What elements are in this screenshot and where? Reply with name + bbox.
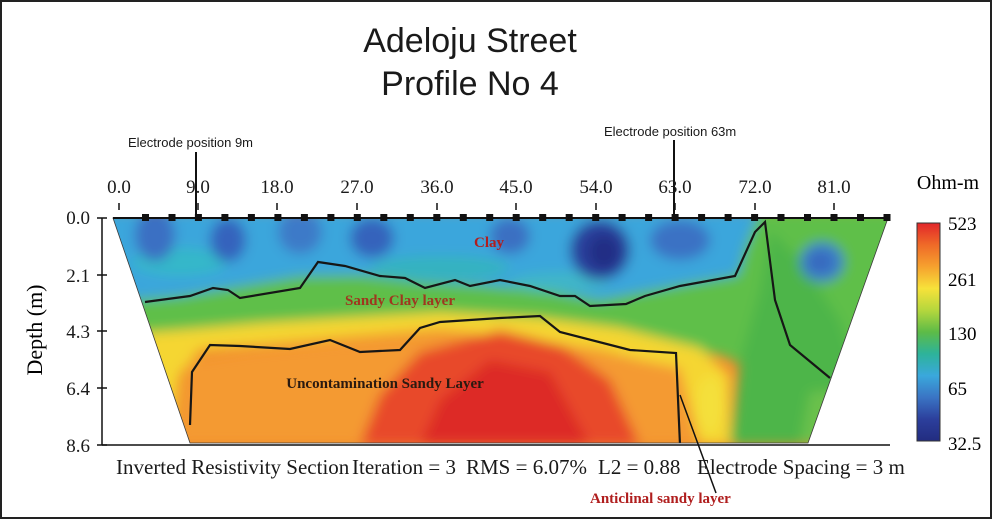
footer-iteration: Iteration = 3 bbox=[352, 455, 456, 479]
electrode-marker bbox=[883, 214, 891, 221]
electrode-marker bbox=[247, 214, 255, 221]
electrode-marker bbox=[592, 214, 600, 221]
x-tick-label: 0.0 bbox=[107, 177, 131, 198]
y-axis-tick-labels: 0.0 2.1 4.3 6.4 8.6 bbox=[66, 208, 90, 457]
footer-electrode-spacing: Electrode Spacing = 3 m bbox=[697, 455, 905, 479]
annotation-sandy-layer: Uncontamination Sandy Layer bbox=[286, 376, 484, 392]
electrode-marker bbox=[353, 214, 361, 221]
x-tick-label: 63.0 bbox=[658, 177, 691, 198]
footer-l2: L2 = 0.88 bbox=[598, 455, 680, 479]
x-tick-label: 54.0 bbox=[579, 177, 612, 198]
electrode-marker bbox=[168, 214, 176, 221]
electrode-marker-63m: Electrode position 63m bbox=[604, 124, 736, 228]
chart-title-line-1: Adeloju Street bbox=[363, 22, 577, 60]
electrode-row bbox=[142, 214, 891, 221]
y-tick-label: 8.6 bbox=[66, 436, 90, 457]
annotation-anticlinal: Anticlinal sandy layer bbox=[590, 491, 731, 507]
x-tick-label: 36.0 bbox=[420, 177, 453, 198]
electrode-marker bbox=[327, 214, 335, 221]
electrode-marker bbox=[142, 214, 149, 221]
colorbar-tick-label: 523 bbox=[948, 214, 977, 235]
colorbar-title: Ohm-m bbox=[917, 172, 980, 194]
colorbar-tick-label: 32.5 bbox=[948, 434, 981, 455]
electrode-marker bbox=[433, 214, 441, 221]
annotation-clay: Clay bbox=[474, 235, 505, 251]
x-tick-label: 9.0 bbox=[186, 177, 210, 198]
colorbar-tick-label: 130 bbox=[948, 324, 977, 345]
electrode-marker bbox=[857, 214, 864, 221]
electrode-marker bbox=[194, 214, 202, 221]
electrode-marker bbox=[300, 214, 308, 221]
annotation-pointer bbox=[679, 394, 717, 494]
y-axis-label: Depth (m) bbox=[22, 284, 47, 375]
y-tick-label: 4.3 bbox=[66, 322, 90, 343]
electrode-marker bbox=[645, 214, 653, 221]
plot-axes bbox=[97, 203, 890, 446]
electrode-marker bbox=[618, 214, 626, 221]
footer-section-label: Inverted Resistivity Section bbox=[116, 455, 350, 479]
colorbar-tick-labels: 523 261 130 65 32.5 bbox=[948, 214, 981, 455]
electrode-marker bbox=[459, 214, 467, 221]
y-tick-label: 0.0 bbox=[66, 208, 90, 229]
annotation-sandy-clay: Sandy Clay layer bbox=[345, 293, 455, 309]
electrode-marker bbox=[512, 214, 520, 221]
electrode-marker bbox=[804, 214, 811, 221]
electrode-marker bbox=[565, 214, 573, 221]
chart-title-line-2: Profile No 4 bbox=[381, 65, 559, 103]
colorbar bbox=[916, 222, 941, 442]
electrode-marker bbox=[671, 214, 679, 221]
electrode-marker bbox=[830, 214, 838, 221]
x-tick-label: 18.0 bbox=[260, 177, 293, 198]
colorbar-tick-label: 261 bbox=[948, 270, 977, 291]
electrode-marker bbox=[221, 214, 229, 221]
electrode-marker-label: Electrode position 63m bbox=[604, 124, 736, 139]
x-tick-label: 81.0 bbox=[817, 177, 850, 198]
x-tick-label: 27.0 bbox=[340, 177, 373, 198]
electrode-marker bbox=[777, 214, 785, 221]
electrode-marker bbox=[486, 214, 494, 221]
electrode-marker bbox=[751, 214, 759, 221]
resistivity-heatmap bbox=[113, 218, 888, 443]
y-tick-label: 6.4 bbox=[66, 379, 90, 400]
footer-rms: RMS = 6.07% bbox=[466, 455, 587, 479]
electrode-marker bbox=[274, 214, 282, 221]
electrode-marker bbox=[380, 214, 388, 221]
electrode-marker bbox=[406, 214, 414, 221]
electrode-marker-label: Electrode position 9m bbox=[128, 135, 253, 150]
electrode-marker bbox=[698, 214, 706, 221]
colorbar-tick-label: 65 bbox=[948, 379, 967, 400]
x-axis-tick-labels: 0.0 9.0 18.0 27.0 36.0 45.0 54.0 63.0 72… bbox=[107, 177, 851, 198]
x-tick-label: 72.0 bbox=[738, 177, 771, 198]
x-tick-label: 45.0 bbox=[499, 177, 532, 198]
electrode-marker bbox=[539, 214, 547, 221]
y-tick-label: 2.1 bbox=[66, 266, 90, 287]
electrode-marker bbox=[724, 214, 732, 221]
